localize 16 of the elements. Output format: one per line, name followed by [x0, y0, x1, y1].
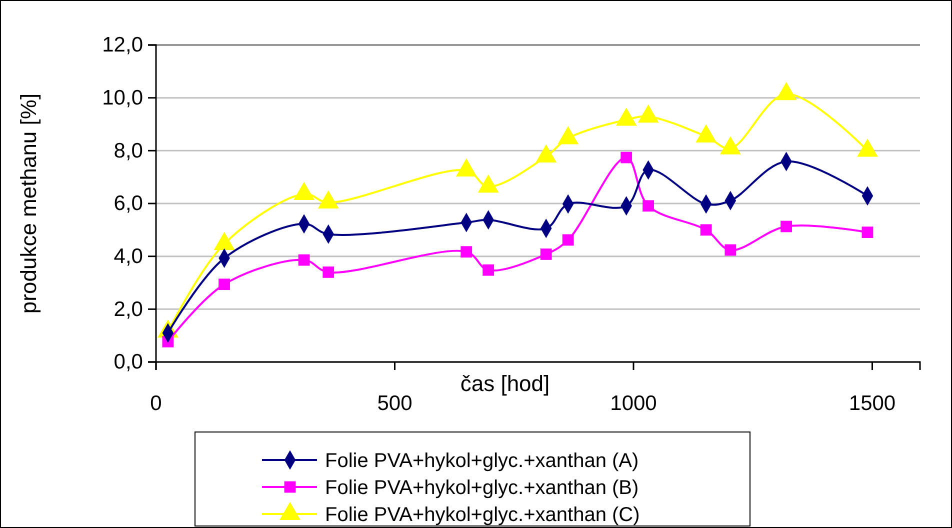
y-tick-label: 6,0	[114, 192, 143, 216]
x-tick-label: 0	[150, 392, 162, 415]
legend-label: Folie PVA+hykol+glyc.+xanthan (B)	[325, 477, 639, 499]
y-tick-label: 12,0	[102, 34, 143, 57]
x-tick-label: 500	[377, 392, 412, 415]
y-tick-label: 4,0	[114, 245, 143, 268]
y-axis-title: produkce methanu [%]	[16, 93, 41, 314]
x-tick-label: 1000	[610, 392, 657, 415]
x-axis-title: čas [hod]	[460, 371, 550, 396]
legend-label: Folie PVA+hykol+glyc.+xanthan (A)	[325, 450, 639, 472]
y-tick-label: 2,0	[114, 298, 143, 321]
y-tick-label: 0,0	[114, 350, 143, 374]
y-tick-label: 8,0	[114, 139, 143, 162]
legend-label: Folie PVA+hykol+glyc.+xanthan (C)	[325, 504, 640, 526]
y-tick-label: 10,0	[102, 86, 143, 110]
x-tick-label: 1500	[848, 392, 896, 415]
